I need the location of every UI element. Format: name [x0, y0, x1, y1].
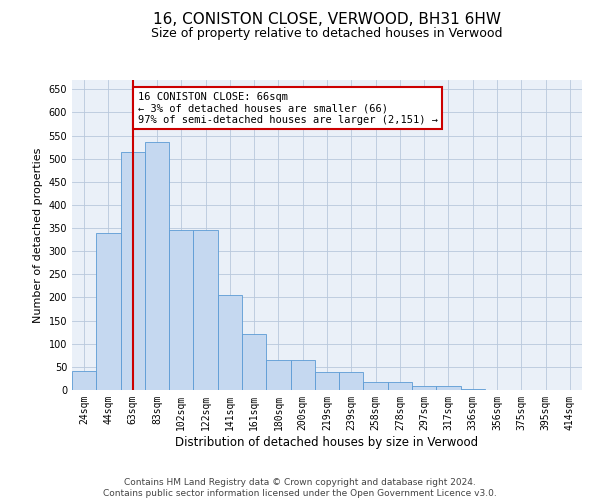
Bar [364, 382, 388, 390]
Bar [266, 360, 290, 390]
Bar [461, 389, 485, 390]
Text: 16 CONISTON CLOSE: 66sqm
← 3% of detached houses are smaller (66)
97% of semi-de: 16 CONISTON CLOSE: 66sqm ← 3% of detache… [137, 92, 437, 125]
Bar [169, 230, 193, 390]
Bar [121, 152, 145, 390]
Bar [218, 295, 242, 390]
Bar [388, 382, 412, 390]
Bar [412, 386, 436, 390]
Text: 16, CONISTON CLOSE, VERWOOD, BH31 6HW: 16, CONISTON CLOSE, VERWOOD, BH31 6HW [153, 12, 501, 28]
Y-axis label: Number of detached properties: Number of detached properties [33, 148, 43, 322]
Bar [436, 386, 461, 390]
Bar [96, 232, 121, 390]
Text: Size of property relative to detached houses in Verwood: Size of property relative to detached ho… [151, 28, 503, 40]
Bar [72, 370, 96, 390]
Bar [290, 360, 315, 390]
X-axis label: Distribution of detached houses by size in Verwood: Distribution of detached houses by size … [175, 436, 479, 448]
Bar [315, 372, 339, 390]
Bar [339, 372, 364, 390]
Bar [193, 230, 218, 390]
Bar [242, 334, 266, 390]
Text: Contains HM Land Registry data © Crown copyright and database right 2024.
Contai: Contains HM Land Registry data © Crown c… [103, 478, 497, 498]
Bar [145, 142, 169, 390]
